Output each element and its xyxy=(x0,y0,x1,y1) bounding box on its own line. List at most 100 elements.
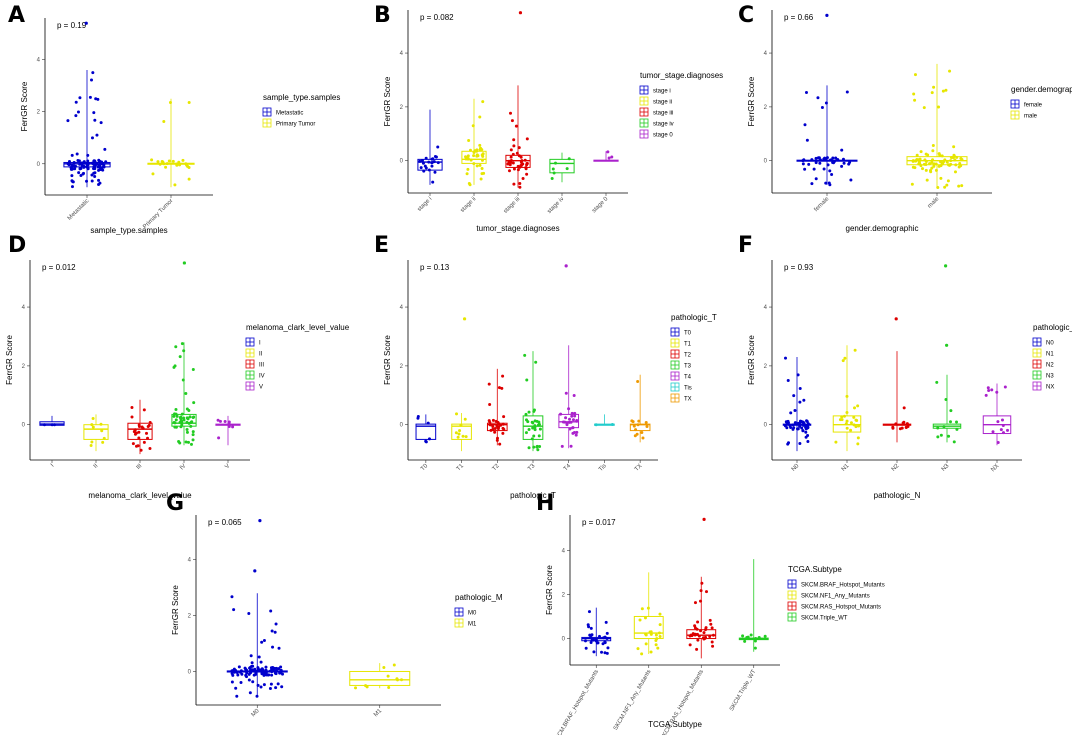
group-skcm-nf1-any-mutants: SKCM.NF1_Any_Mutants xyxy=(613,572,664,731)
data-point xyxy=(696,620,700,624)
data-point xyxy=(464,435,468,439)
data-point xyxy=(816,156,820,160)
outlier-point xyxy=(702,517,706,522)
data-point xyxy=(928,169,932,173)
data-point xyxy=(431,180,435,184)
data-point xyxy=(1001,423,1005,427)
group-female: female xyxy=(796,85,858,213)
data-point xyxy=(551,167,555,171)
data-point xyxy=(828,169,832,173)
data-point xyxy=(519,163,523,167)
data-point xyxy=(911,159,915,163)
data-point xyxy=(97,158,101,162)
data-point xyxy=(800,426,804,430)
data-point xyxy=(90,423,94,427)
legend-title: gender.demographic xyxy=(1011,85,1072,94)
data-point xyxy=(786,421,790,425)
data-point xyxy=(814,156,818,160)
data-point xyxy=(955,420,959,424)
data-point xyxy=(264,665,268,669)
data-point xyxy=(260,672,264,676)
data-point xyxy=(191,433,195,437)
data-point xyxy=(814,161,818,165)
legend-title: pathologic_T xyxy=(671,313,717,322)
data-point xyxy=(75,152,79,156)
data-point xyxy=(953,158,957,162)
data-point xyxy=(849,421,853,425)
data-point xyxy=(842,414,846,418)
data-point xyxy=(187,177,191,181)
data-point xyxy=(182,418,186,422)
legend-label: Primary Tumor xyxy=(276,122,315,128)
group-stage-i: stage i xyxy=(417,109,443,213)
panel-letter: A xyxy=(8,3,25,28)
data-point xyxy=(792,394,796,398)
data-point xyxy=(521,177,525,181)
data-point xyxy=(173,421,177,425)
data-point xyxy=(71,180,75,184)
legend: pathologic_N N0 N1 N2 N3 NX xyxy=(1032,323,1072,391)
x-axis-title: gender.demographic xyxy=(846,224,919,233)
data-point xyxy=(511,152,515,156)
data-point xyxy=(535,419,539,423)
legend-label: NX xyxy=(1046,385,1054,391)
p-value: p = 0.012 xyxy=(42,263,76,272)
data-point xyxy=(658,623,662,627)
data-point xyxy=(180,419,184,423)
box xyxy=(127,422,153,440)
data-point xyxy=(137,436,141,440)
data-point xyxy=(247,672,251,676)
data-point xyxy=(699,599,703,603)
data-point xyxy=(244,667,248,671)
data-point xyxy=(269,609,273,613)
data-point xyxy=(260,640,264,644)
data-point xyxy=(86,159,90,163)
data-point xyxy=(937,152,941,156)
data-point xyxy=(524,418,528,422)
data-point xyxy=(891,425,895,429)
data-point xyxy=(151,172,155,176)
x-tick-label: stage 0 xyxy=(591,196,610,215)
data-point xyxy=(840,418,844,422)
data-point xyxy=(167,159,171,163)
panel-a: A 0 2 4 FerrGR Score p = 0.19 Metastatic Primar… xyxy=(8,3,340,235)
data-point xyxy=(488,423,492,427)
data-point xyxy=(269,666,273,670)
x-tick-label: male xyxy=(927,196,941,210)
data-point xyxy=(905,422,909,426)
data-point xyxy=(527,446,531,450)
data-point xyxy=(1003,385,1007,389)
data-point xyxy=(945,160,949,164)
data-point xyxy=(573,411,577,415)
data-point xyxy=(532,409,536,413)
data-point xyxy=(957,165,961,169)
data-point xyxy=(427,160,431,164)
data-point xyxy=(137,424,141,428)
legend-label: T0 xyxy=(684,331,692,337)
data-point xyxy=(217,436,221,440)
data-point xyxy=(584,646,588,650)
data-point xyxy=(387,685,391,689)
data-point xyxy=(501,374,505,378)
data-point xyxy=(478,163,482,167)
data-point xyxy=(89,444,93,448)
data-point xyxy=(95,161,99,165)
data-point xyxy=(481,154,485,158)
data-point xyxy=(708,635,712,639)
data-point xyxy=(822,167,826,171)
data-point xyxy=(605,631,609,635)
data-point xyxy=(76,159,80,163)
data-point xyxy=(177,440,181,444)
data-point xyxy=(570,411,574,415)
data-point xyxy=(93,118,97,122)
data-point xyxy=(279,668,283,672)
data-point xyxy=(999,428,1003,432)
x-tick-label: SKCM.BRAF_Hotspot_Mutants xyxy=(553,669,600,735)
data-point xyxy=(432,160,436,164)
legend-label: stage i xyxy=(653,89,671,95)
data-point xyxy=(234,686,238,690)
data-point xyxy=(174,408,178,412)
data-point xyxy=(493,430,497,434)
data-point xyxy=(78,166,82,170)
group-n0: N0 xyxy=(782,356,812,473)
